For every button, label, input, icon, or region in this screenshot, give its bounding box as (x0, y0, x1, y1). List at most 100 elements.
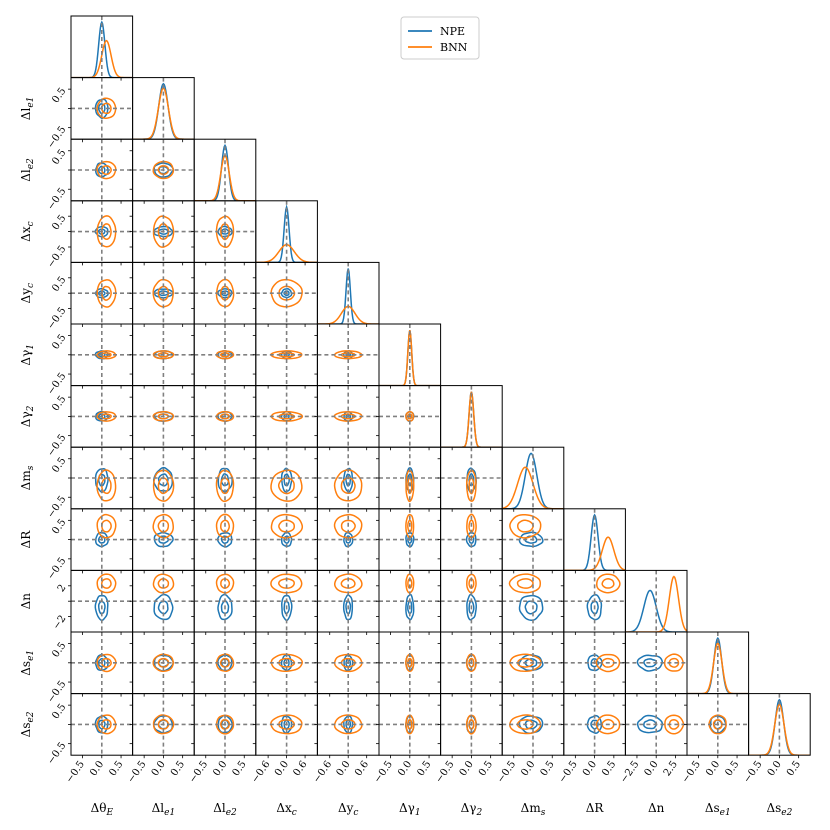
panel-6-3 (252, 385, 318, 451)
contour-bnn-10-6-2 (466, 653, 477, 672)
y-tick-label-3-0: 0.5 (50, 213, 68, 232)
panel-9-8 (560, 569, 626, 635)
panel-11-8 (560, 693, 626, 759)
contour-bnn-10-2-1 (219, 657, 230, 668)
panel-9-6 (437, 569, 503, 635)
panel-6-0 (68, 385, 134, 451)
x-axis-label-11: Δse2 (766, 801, 792, 818)
contour-npe-8-6-2 (465, 531, 477, 548)
contour-npe-8-3-2 (280, 531, 293, 547)
contour-bnn-4-1-1 (157, 285, 170, 301)
x-tick-label-3-2: 0.6 (291, 759, 309, 778)
x-axis-label-2: Δle2 (213, 801, 237, 818)
panel-8-0 (68, 508, 134, 574)
contour-bnn-9-3-1 (278, 578, 295, 589)
contour-bnn-7-6-2 (465, 469, 477, 502)
contour-bnn-2-0-2 (96, 160, 117, 180)
contour-npe-9-5-2 (405, 593, 415, 621)
contour-npe-7-1-1 (157, 473, 169, 487)
contour-bnn-11-5-2 (405, 714, 415, 735)
contour-bnn-8-6-2 (466, 513, 477, 539)
marginal-npe-1 (132, 82, 195, 140)
contour-bnn-10-9-2 (663, 653, 684, 672)
x-tick-label-2-2: 0.5 (231, 759, 249, 778)
x-tick-label-1-1: 0.0 (150, 759, 168, 778)
x-axis-label-9: Δn (648, 801, 665, 815)
y-axis-label-3: Δxc (19, 221, 36, 241)
x-tick-label-11-2: 0.5 (785, 759, 803, 778)
y-tick-label-3-1: −0.5 (46, 244, 69, 270)
contour-npe-9-4-1 (345, 600, 352, 615)
panel-11-4 (314, 693, 380, 759)
y-tick-label-9-0: 2 (56, 583, 69, 595)
contour-bnn-11-1-2 (152, 714, 175, 735)
x-tick-label-10-1: 0.0 (704, 759, 722, 778)
y-tick-label-10-0: 0.5 (50, 640, 68, 659)
contour-bnn-6-5-2 (405, 410, 415, 422)
x-tick-label-10-2: 0.5 (723, 759, 741, 778)
panel-10-9 (622, 631, 688, 697)
contour-bnn-3-1-2 (152, 215, 175, 248)
x-tick-label-0-2: 0.5 (107, 759, 125, 778)
contour-bnn-3-2-1 (220, 223, 231, 241)
contour-bnn-9-1-2 (152, 573, 175, 594)
panel-7-1 (129, 446, 195, 512)
panel-10-3 (252, 631, 318, 697)
panel-frame-11-11 (748, 693, 811, 756)
contour-npe-11-9-1 (643, 719, 657, 730)
marginal-bnn-10 (687, 642, 749, 694)
contour-bnn-8-0-1 (101, 519, 112, 533)
contour-bnn-4-1-2 (152, 278, 174, 308)
contour-bnn-7-5-1 (407, 477, 413, 495)
panel-2-0 (68, 138, 134, 204)
contour-bnn-8-1-1 (157, 519, 170, 533)
panel-11-3 (252, 693, 318, 759)
contour-bnn-8-4-2 (333, 513, 363, 539)
x-tick-label-11-1: 0.0 (766, 759, 784, 778)
contour-bnn-8-0-2 (96, 513, 117, 539)
panel-0-0 (70, 15, 134, 81)
y-axis-label-11: Δse2 (19, 711, 36, 737)
x-tick-label-4-2: 0.6 (353, 759, 371, 778)
legend-label-npe: NPE (440, 25, 465, 38)
panel-4-2 (191, 261, 257, 327)
x-tick-label-0-0: −0.5 (64, 759, 87, 785)
panel-4-4 (316, 261, 380, 327)
y-tick-label-2-1: −0.5 (46, 186, 69, 212)
panel-8-6 (437, 508, 503, 574)
contour-npe-9-7-2 (518, 594, 544, 622)
x-tick-label-0-1: 0.0 (88, 759, 106, 778)
marginal-npe-11 (748, 698, 811, 756)
contour-npe-9-3-1 (283, 600, 290, 615)
y-tick-label-5-0: 0.5 (50, 332, 68, 351)
marginal-npe-8 (563, 513, 626, 571)
y-tick-label-10-1: −0.5 (46, 679, 69, 705)
panel-3-1 (129, 200, 195, 266)
contour-bnn-11-1-1 (157, 718, 170, 730)
contour-npe-7-3-1 (283, 473, 290, 487)
panel-4-1 (129, 261, 195, 327)
x-tick-label-10-0: −0.5 (680, 759, 703, 785)
contour-bnn-11-2-1 (220, 719, 230, 730)
contour-npe-4-0-1 (98, 290, 106, 297)
panel-11-10 (684, 693, 750, 759)
panel-5-4 (314, 323, 380, 389)
contour-bnn-3-1-1 (157, 222, 170, 240)
contour-bnn-8-4-1 (340, 519, 356, 533)
contour-bnn-9-6-2 (466, 573, 477, 594)
y-axis-label-8: ΔR (19, 530, 33, 549)
contour-bnn-11-6-2 (465, 714, 477, 735)
panel-2-1 (129, 138, 195, 204)
contour-npe-9-2-2 (217, 593, 233, 621)
x-tick-label-9-2: 2.5 (662, 759, 680, 778)
contour-npe-9-1-1 (157, 600, 169, 615)
contour-bnn-8-5-1 (407, 519, 413, 533)
panel-10-0 (68, 631, 134, 697)
x-tick-label-4-1: 0.0 (335, 759, 353, 778)
contour-bnn-9-6-1 (468, 578, 475, 589)
contour-bnn-7-2-2 (215, 469, 235, 503)
contour-bnn-8-7-2 (509, 514, 542, 539)
panel-4-3 (252, 261, 318, 327)
legend-label-bnn: BNN (440, 41, 468, 54)
contour-bnn-8-2-2 (215, 513, 235, 539)
